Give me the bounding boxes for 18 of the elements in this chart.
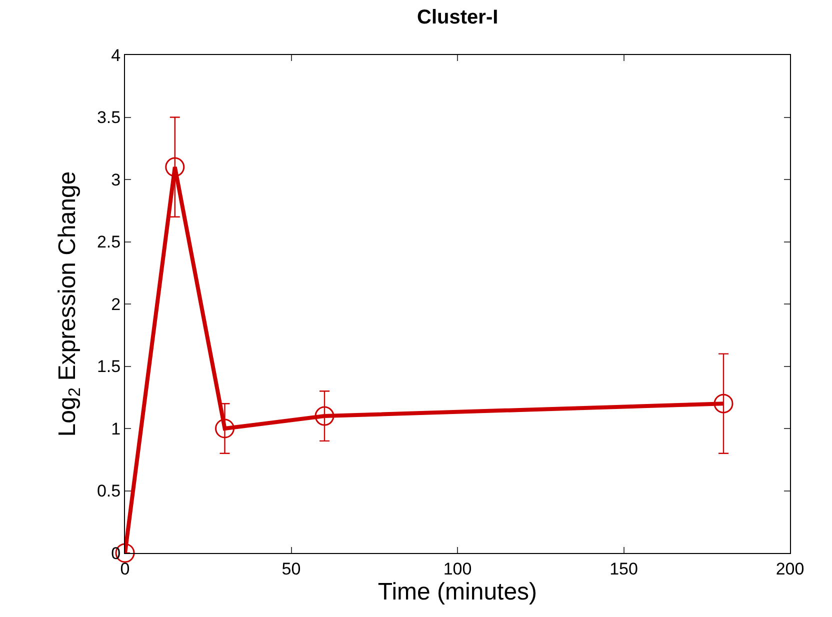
point (714, 394, 734, 414)
x-tick-label: 200 (776, 559, 804, 578)
y-tick-label: 0.5 (96, 482, 121, 501)
y-tick-label: 2 (111, 294, 121, 314)
chart-title: Cluster-I (417, 6, 498, 28)
y-tick-label: 4 (111, 46, 121, 65)
y-tick-label: 1 (111, 419, 121, 438)
y-tick-label: 3.5 (96, 108, 121, 128)
point (314, 406, 334, 426)
x-tick-label: 150 (610, 559, 638, 578)
x-tick-label: 50 (282, 559, 301, 578)
y-tick-label: 1.5 (96, 357, 121, 376)
y-tick-label: 2.5 (96, 232, 121, 252)
point (165, 157, 185, 177)
x-tick-label: 100 (443, 559, 472, 578)
y-tick-label: 3 (111, 170, 121, 190)
point (215, 418, 234, 438)
x-axis-title: Time (minutes) (378, 578, 538, 606)
